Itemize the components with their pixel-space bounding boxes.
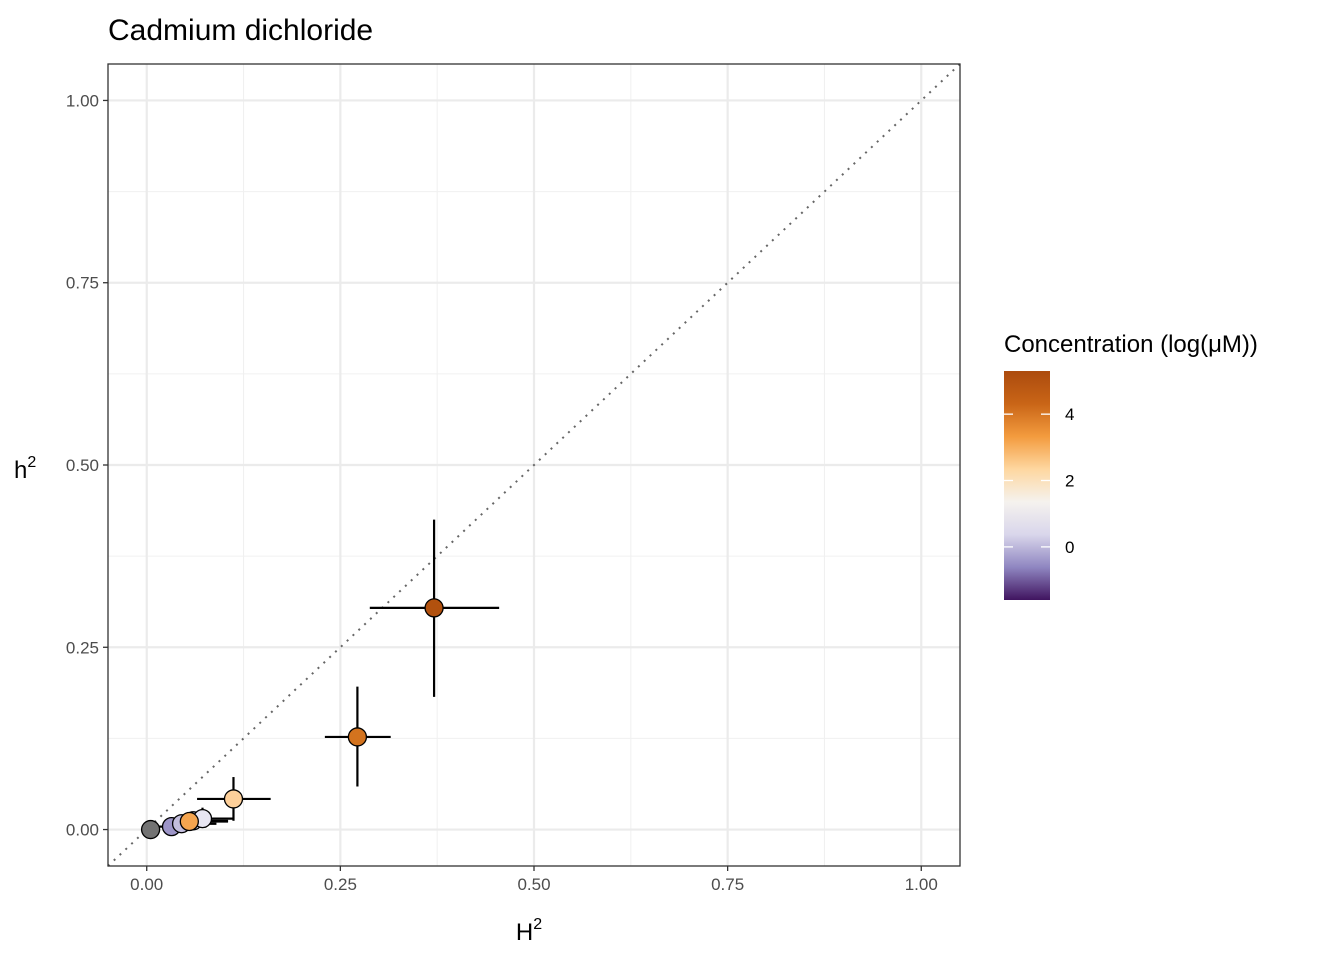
data-point: [179, 811, 199, 832]
x-axis-title: H2: [516, 916, 542, 946]
y-tick-label: 0.25: [66, 638, 99, 657]
x-tick-label: 0.75: [711, 875, 744, 894]
y-tick-label: 0.75: [66, 274, 99, 293]
y-tick-label: 1.00: [66, 91, 99, 110]
x-tick-label: 0.25: [324, 875, 357, 894]
x-tick-label: 0.00: [130, 875, 163, 894]
x-axis-title-text: H: [516, 919, 533, 946]
colorbar-tick-label: 2: [1065, 472, 1074, 491]
colorbar-ticks: 0 2 4: [1004, 405, 1074, 557]
chart-title: Cadmium dichloride: [108, 14, 373, 47]
y-axis-title-text: h: [14, 457, 27, 484]
data-point: [140, 819, 161, 840]
x-tick-label: 1.00: [905, 875, 938, 894]
y-tick-label: 0.00: [66, 821, 99, 840]
y-axis-ticks: 0.00 0.25 0.50 0.75 1.00: [66, 91, 108, 840]
legend-title: Concentration (log(μM)): [1004, 331, 1258, 358]
x-axis-title-superscript: 2: [533, 916, 542, 933]
identity-reference-line: [107, 63, 961, 867]
colorbar-tick-label: 0: [1065, 538, 1074, 557]
y-tick-label: 0.50: [66, 456, 99, 475]
data-point: [347, 727, 368, 747]
data-point: [424, 598, 444, 618]
x-axis-ticks: 0.00 0.25 0.50 0.75 1.00: [130, 866, 938, 894]
colorbar-tick-label: 4: [1065, 405, 1074, 424]
x-tick-label: 0.50: [517, 875, 550, 894]
y-axis-title: h2: [14, 454, 36, 484]
data-point: [223, 789, 244, 809]
y-axis-title-superscript: 2: [27, 454, 36, 471]
legend: Concentration (log(μM)) 0 2 4: [1004, 331, 1258, 600]
colorbar: [1004, 371, 1050, 600]
data-points: [140, 598, 444, 840]
